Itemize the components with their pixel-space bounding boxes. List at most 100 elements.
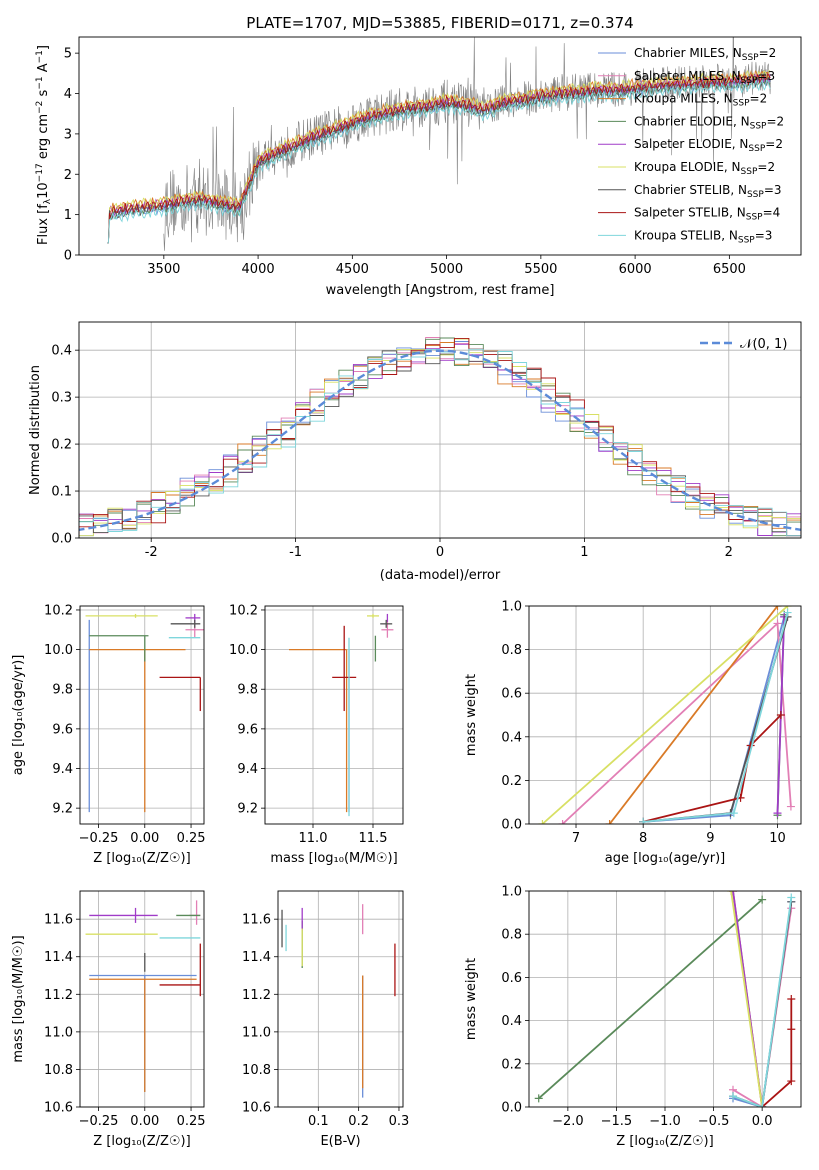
spectrum-ytick-label: 0 xyxy=(64,249,72,264)
age-vs-z-xtick-label: 0.00 xyxy=(130,831,159,846)
spectrum-ytick-label: 3 xyxy=(64,127,72,142)
mass-vs-ebv-ytick-label: 11.2 xyxy=(242,988,271,1003)
legend-label-normal: 𝒩(0, 1) xyxy=(740,337,787,352)
mass-vs-ebv-panel: 0.1 0.2 0.3 10.6 10.8 11.0 11.2 11.4 11.6 E(B-V) xyxy=(242,890,409,1149)
age-vs-mass-ytick-label: 9.4 xyxy=(237,762,258,777)
legend-label-chabrier-stelib: Chabrier STELIB, NSSP=3 xyxy=(634,183,782,200)
series-point xyxy=(758,895,767,904)
series-kroupa-elodie xyxy=(727,891,767,1107)
age-vs-z-grid xyxy=(80,606,204,824)
mass-weight-vs-age-ytick-label: 0.4 xyxy=(501,730,522,745)
age-vs-z-frame xyxy=(79,605,205,825)
mass-weight-vs-z-panel: −2.0 −1.5 −1.0 −0.5 0.0 0.0 0.2 0.4 0.6 0.8 1.0 Z [… xyxy=(464,885,802,1149)
legend-text: Salpeter STELIB, N xyxy=(634,206,746,220)
histogram-xtick-label: 0 xyxy=(436,545,444,560)
series-line xyxy=(643,612,789,823)
legend-text: Kroupa STELIB, N xyxy=(634,228,738,242)
mass-weight-vs-age-marks xyxy=(538,606,795,824)
age-vs-mass-xtick-label: 11.5 xyxy=(359,831,388,846)
series-point xyxy=(787,995,796,1003)
errorbar-kroupa-miles xyxy=(289,648,348,813)
age-vs-mass-grid xyxy=(265,606,403,824)
mass-vs-ebv-frame xyxy=(277,890,404,1108)
mass-weight-vs-z-ytick-label: 0.6 xyxy=(501,971,522,986)
legend-label-kroupa-stelib: Kroupa STELIB, NSSP=3 xyxy=(634,228,772,245)
series-point xyxy=(639,817,648,824)
mass-weight-vs-z-ticks: −2.0 −1.5 −1.0 −0.5 0.0 0.0 0.2 0.4 0.6 0.8 1.0 xyxy=(501,885,772,1130)
age-vs-mass-frame xyxy=(264,605,404,825)
spectrum-xtick-label: 6000 xyxy=(619,262,652,277)
mass-vs-ebv-ticks: 0.1 0.2 0.3 10.6 10.8 11.0 11.2 11.4 11.6 xyxy=(242,913,409,1129)
mass-weight-vs-age-xtick-label: 7 xyxy=(572,831,580,846)
mass-vs-z-xtick-label: 0.00 xyxy=(130,1114,159,1129)
histogram-xtick-label: 1 xyxy=(580,545,588,560)
legend-sub: SSP xyxy=(741,76,758,86)
mass-vs-ebv-marks xyxy=(281,904,396,1098)
spectrum-xtick-label: 4000 xyxy=(242,262,275,277)
series-point xyxy=(605,820,614,824)
legend-label-salpeter-miles: Salpeter MILES, NSSP=3 xyxy=(634,69,775,86)
mass-vs-ebv-xtick-label: 0.3 xyxy=(389,1114,410,1129)
series-chabrier-elodie xyxy=(534,895,767,1103)
mass-weight-vs-z-xtick-label: −2.0 xyxy=(552,1114,584,1129)
spectrum-xtick-label: 5500 xyxy=(524,262,557,277)
legend-text: Salpeter ELODIE, N xyxy=(634,137,748,151)
age-vs-z-ytick-label: 10.2 xyxy=(44,603,73,618)
histogram-ticks: -2 -1 0 1 2 0.0 0.1 0.2 0.3 0.4 xyxy=(51,344,733,560)
legend-text: Chabrier MILES, N xyxy=(634,46,742,60)
legend-text: Kroupa ELODIE, N xyxy=(634,160,741,174)
legend-label-chabrier-elodie: Chabrier ELODIE, NSSP=2 xyxy=(634,114,784,131)
legend-tail: =3 xyxy=(757,69,775,83)
age-vs-mass-ytick-label: 10.2 xyxy=(229,603,258,618)
errorbar-salpeter-stelib xyxy=(159,676,201,712)
legend-sub: SSP xyxy=(748,144,765,154)
errorbar-kroupa-miles xyxy=(89,978,197,1092)
mass-vs-z-ytick-label: 11.4 xyxy=(44,950,73,965)
series-point xyxy=(786,802,795,811)
mass-weight-vs-z-marks xyxy=(534,891,796,1107)
mass-vs-z-panel: −0.25 0.00 0.25 10.6 10.8 11.0 11.2 11.4 11.6 Z [… xyxy=(11,890,206,1149)
mass-weight-vs-age-xtick-label: 9 xyxy=(706,831,714,846)
series-line xyxy=(761,999,793,1107)
legend-sub: SSP xyxy=(733,99,750,109)
legend-tail: =2 xyxy=(765,137,783,151)
series-line xyxy=(643,616,786,823)
series-kroupa-miles xyxy=(605,606,782,824)
mass-vs-z-ytick-label: 11.6 xyxy=(44,913,73,928)
series-kroupa-stelib xyxy=(729,893,796,1107)
spectrum-xlabel: wavelength [Angstrom, rest frame] xyxy=(326,283,555,298)
age-vs-mass-ticks: 11.0 11.5 9.2 9.4 9.6 9.8 10.0 10.2 xyxy=(229,603,387,846)
histogram-ytick-label: 0.1 xyxy=(51,485,72,500)
histogram-ylabel: Normed distribution xyxy=(28,365,43,495)
age-vs-z-ylabel: age [log₁₀(age/yr)] xyxy=(11,655,26,776)
legend-label-chabrier-miles: Chabrier MILES, NSSP=2 xyxy=(634,46,776,63)
series-point xyxy=(787,1077,796,1086)
age-vs-z-xtick-label: 0.25 xyxy=(177,831,206,846)
age-vs-z-xtick-label: −0.25 xyxy=(79,831,119,846)
age-vs-mass-panel: 11.0 11.5 9.2 9.4 9.6 9.8 10.0 10.2 mass [log₁₀(… xyxy=(229,603,404,866)
mass-weight-vs-age-ytick-label: 0.8 xyxy=(501,643,522,658)
legend-text: Chabrier ELODIE, N xyxy=(634,114,750,128)
age-vs-z-panel: −0.25 0.00 0.25 9.2 9.4 9.6 9.8 10.0 10.2 Z [log₁… xyxy=(11,603,206,866)
errorbar-salpeter-miles xyxy=(381,619,394,638)
series-point xyxy=(773,809,782,818)
histogram-ytick-label: 0.3 xyxy=(51,391,72,406)
series-line xyxy=(608,606,779,824)
mass-weight-vs-z-ytick-label: 1.0 xyxy=(501,885,522,900)
spectrum-xtick-label: 3500 xyxy=(147,262,180,277)
mass-weight-vs-z-ytick-label: 0.2 xyxy=(501,1057,522,1072)
errorbar-kroupa-elodie xyxy=(367,613,379,618)
mass-weight-vs-z-ytick-label: 0.8 xyxy=(501,928,522,943)
histogram-xtick-label: -2 xyxy=(145,545,158,560)
mass-vs-z-ylabel: mass [log₁₀(M/M☉)] xyxy=(11,935,26,1062)
histogram-xtick-label: -1 xyxy=(289,545,302,560)
legend-sub: SSP xyxy=(738,235,755,245)
mass-vs-ebv-ytick-label: 11.6 xyxy=(242,913,271,928)
mass-weight-vs-age-ytick-label: 0.0 xyxy=(501,818,522,833)
mass-weight-vs-age-ytick-label: 0.6 xyxy=(501,687,522,702)
legend-tail: =4 xyxy=(763,206,781,220)
legend-tail: =2 xyxy=(766,114,784,128)
age-vs-z-ytick-label: 10.0 xyxy=(44,643,73,658)
histogram-curves xyxy=(79,337,801,537)
errorbar-salpeter-elodie xyxy=(89,907,158,923)
